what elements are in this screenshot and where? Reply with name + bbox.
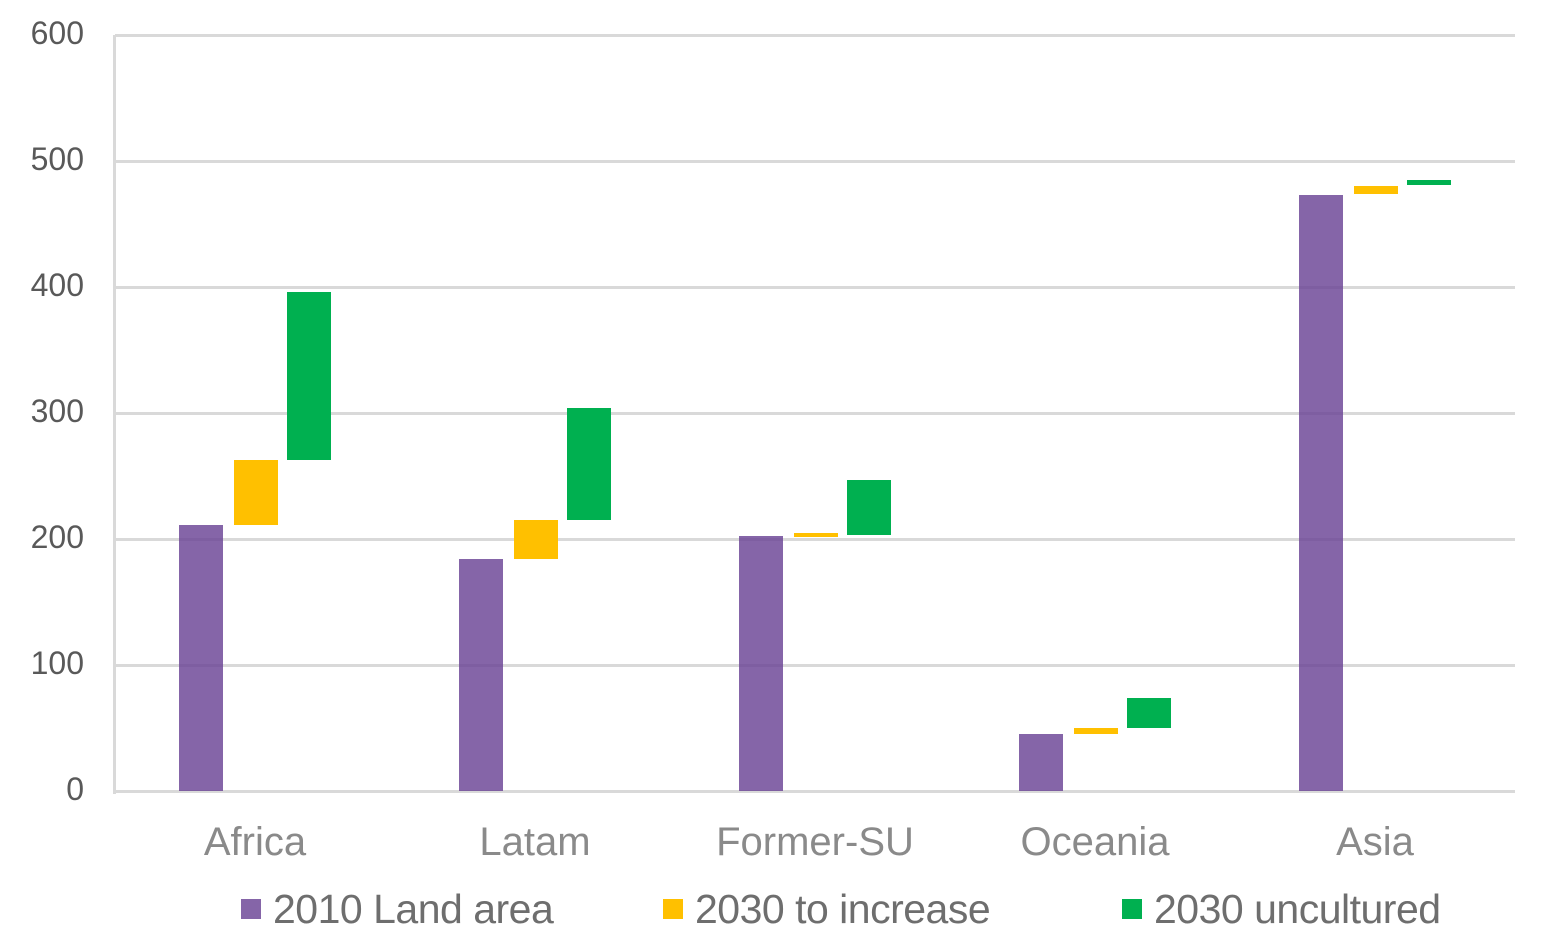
y-tick-label: 100 bbox=[30, 645, 84, 681]
legend-swatch-icon bbox=[241, 899, 261, 919]
legend-item-1: 2010 Land area bbox=[241, 885, 554, 932]
gridline-400 bbox=[115, 285, 1515, 289]
bar-former-su-series3 bbox=[847, 479, 891, 536]
y-tick-label: 300 bbox=[30, 393, 84, 429]
y-tick-label: 500 bbox=[30, 141, 84, 177]
x-axis-label-asia: Asia bbox=[1336, 820, 1414, 864]
legend-swatch-icon bbox=[1122, 899, 1142, 919]
bar-africa-series2 bbox=[234, 459, 278, 526]
y-tick-label: 0 bbox=[66, 771, 84, 807]
bar-latam-series3 bbox=[567, 407, 611, 521]
bar-africa-series3 bbox=[287, 292, 331, 460]
gridline-0 bbox=[115, 789, 1515, 793]
gridline-300 bbox=[115, 411, 1515, 415]
bar-oceania-series2 bbox=[1074, 728, 1118, 735]
y-axis-line bbox=[113, 35, 116, 794]
legend-label: 2010 Land area bbox=[273, 885, 554, 932]
legend-item-3: 2030 uncultured bbox=[1122, 886, 1441, 932]
bar-former-su-series1 bbox=[739, 536, 783, 791]
gridline-100 bbox=[115, 663, 1515, 667]
bar-former-su-series2 bbox=[794, 532, 838, 537]
y-tick-label: 600 bbox=[30, 15, 84, 51]
bar-asia-series1 bbox=[1299, 195, 1343, 791]
bar-oceania-series1 bbox=[1019, 734, 1063, 791]
bar-latam-series1 bbox=[459, 559, 503, 791]
y-tick-label: 200 bbox=[30, 519, 84, 555]
x-axis-label-africa: Africa bbox=[203, 820, 307, 864]
legend-swatch-icon bbox=[663, 899, 683, 919]
x-axis-label-oceania: Oceania bbox=[1020, 820, 1170, 864]
x-axis-label-former-su: Former-SU bbox=[716, 820, 914, 864]
gridline-500 bbox=[115, 159, 1515, 163]
bar-asia-series3 bbox=[1407, 179, 1451, 185]
bar-latam-series2 bbox=[514, 520, 558, 560]
y-tick-label: 400 bbox=[30, 267, 84, 303]
bar-africa-series1 bbox=[179, 525, 223, 791]
legend-label: 2030 to increase bbox=[695, 885, 991, 932]
bar-asia-series2 bbox=[1354, 186, 1398, 194]
legend-label: 2030 uncultured bbox=[1154, 885, 1441, 932]
bar-oceania-series3 bbox=[1127, 697, 1171, 728]
gridline-200 bbox=[115, 537, 1515, 541]
gridline-600 bbox=[115, 33, 1515, 37]
x-axis-label-latam: Latam bbox=[479, 820, 591, 864]
legend-item-2: 2030 to increase bbox=[663, 885, 991, 932]
